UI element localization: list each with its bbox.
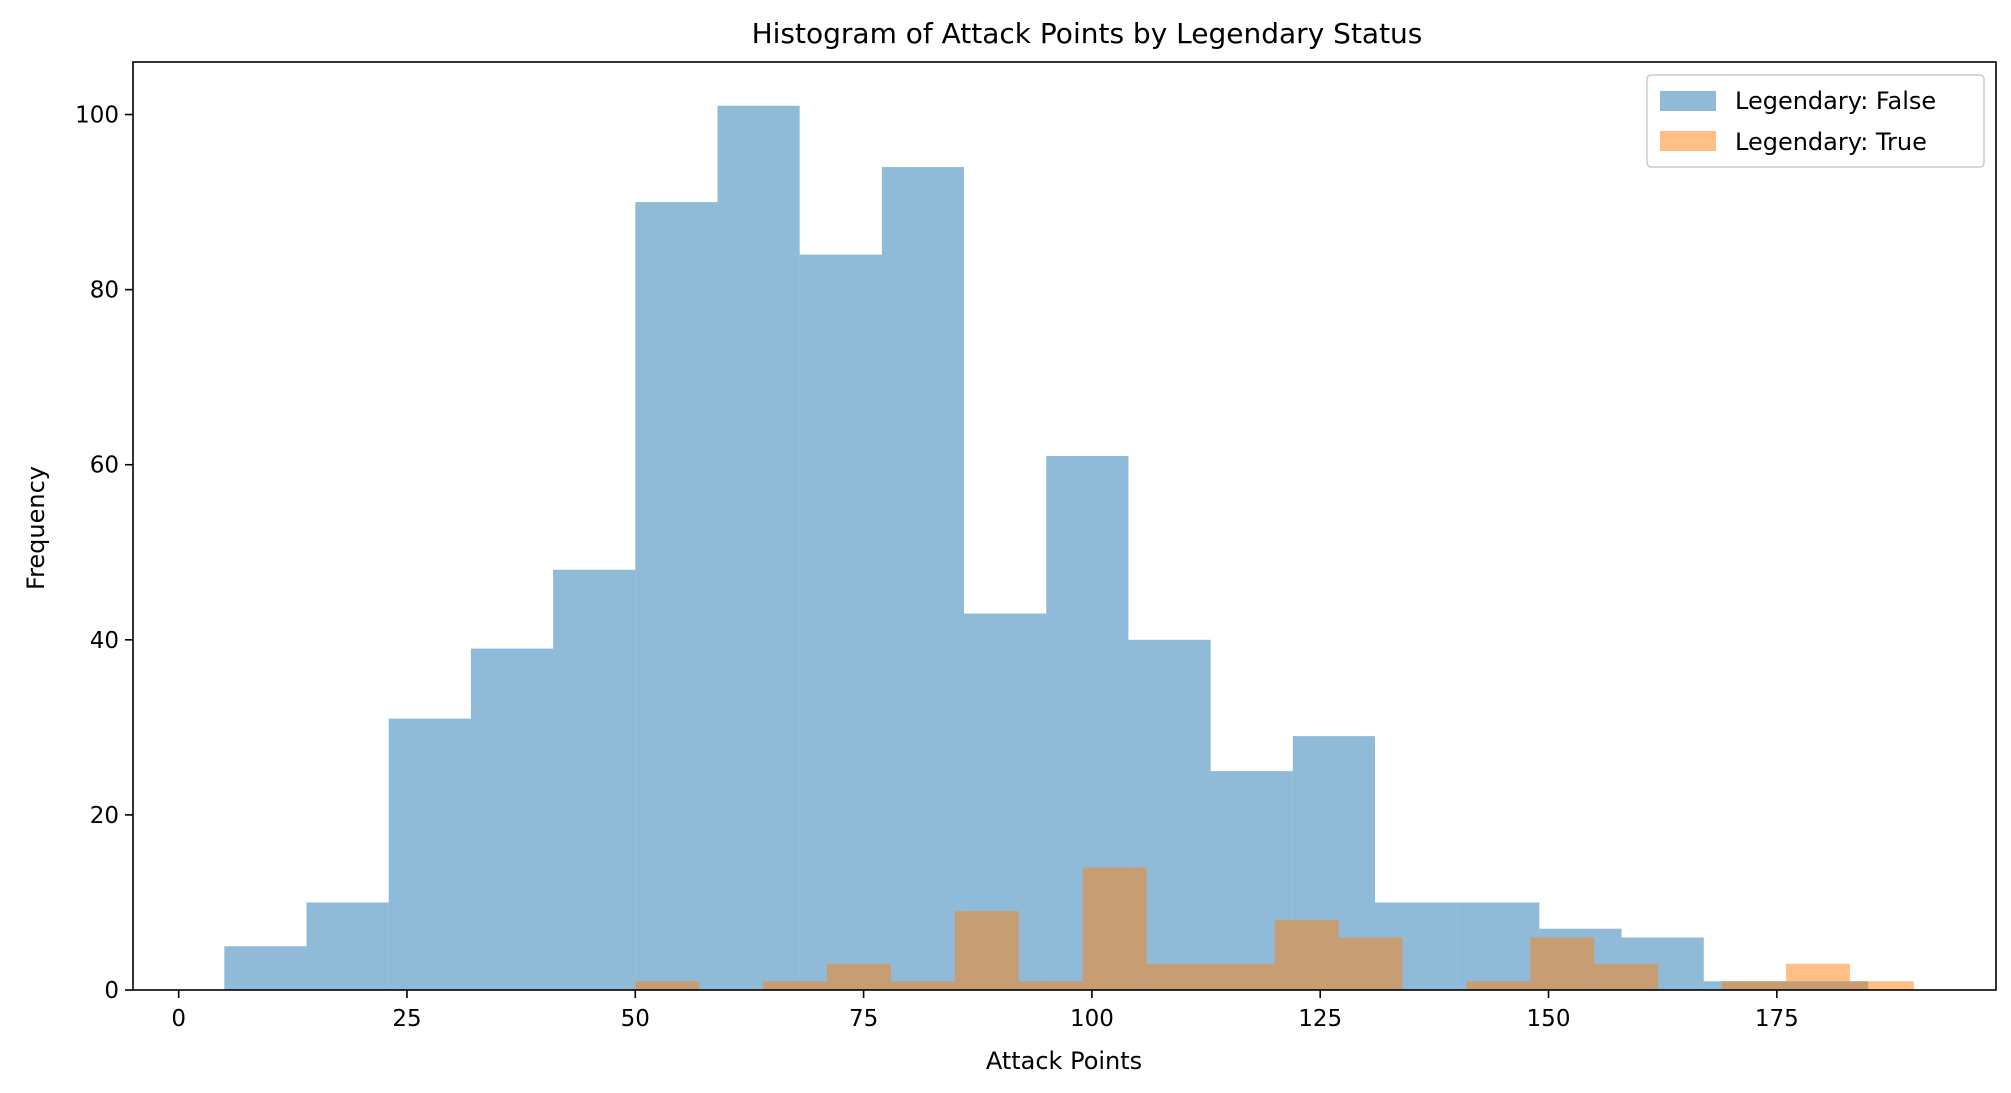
chart-title: Histogram of Attack Points by Legendary …: [752, 17, 1423, 50]
histogram-bar-true: [1849, 981, 1914, 990]
y-tick-label: 0: [104, 978, 119, 1004]
x-axis-label: Attack Points: [986, 1047, 1142, 1075]
histogram-bar-true: [1082, 867, 1147, 990]
histogram-bar-false: [799, 254, 882, 991]
histogram-bar-true: [827, 963, 891, 990]
y-tick-label: 40: [90, 628, 119, 654]
histogram-bar-false: [635, 202, 718, 991]
x-tick-label: 25: [392, 1006, 421, 1032]
histogram-bar-true: [1018, 981, 1083, 990]
legend-swatch-true: [1660, 131, 1716, 151]
histogram-bar-true: [1274, 919, 1339, 990]
legend-label-false: Legendary: False: [1735, 87, 1936, 115]
histogram-bar-true: [1466, 981, 1531, 990]
histogram-bar-true: [763, 981, 828, 990]
legend-box: [1646, 74, 1985, 168]
histogram-bar-false: [553, 569, 636, 990]
bars-layer: [224, 105, 1914, 991]
legend: Legendary: False Legendary: True: [1646, 74, 1985, 168]
histogram-bar-false: [1457, 902, 1540, 990]
histogram-bar-true: [1530, 937, 1595, 990]
x-tick-label: 100: [1070, 1006, 1114, 1032]
histogram-bar-false: [306, 902, 389, 990]
histogram-bar-true: [1594, 963, 1659, 990]
x-tick-label: 0: [171, 1006, 186, 1032]
histogram-bar-false: [388, 718, 471, 990]
histogram-bar-true: [1338, 937, 1403, 990]
x-tick-label: 175: [1755, 1006, 1799, 1032]
x-tick-label: 150: [1527, 1006, 1571, 1032]
histogram-bar-false: [881, 167, 965, 990]
y-tick-label: 20: [90, 803, 119, 829]
plot-frame: [132, 61, 1997, 991]
x-tick-label: 75: [849, 1006, 878, 1032]
histogram-bar-false: [717, 105, 800, 991]
y-tick-label: 100: [75, 103, 119, 129]
histogram-bar-false: [224, 946, 307, 990]
histogram-bar-true: [1146, 963, 1211, 990]
y-axis-ticks: 0 20 40 60 80 100: [75, 103, 133, 1004]
legend-label-true: Legendary: True: [1735, 128, 1927, 156]
histogram-bar-true: [954, 911, 1019, 990]
y-tick-label: 60: [90, 453, 119, 479]
y-axis-label: Frequency: [22, 466, 50, 590]
histogram-bar-true: [1722, 981, 1786, 990]
histogram-bar-false: [470, 648, 554, 990]
x-tick-label: 125: [1298, 1006, 1342, 1032]
x-tick-label: 50: [621, 1006, 650, 1032]
histogram-bar-true: [635, 981, 700, 990]
histogram-bar-true: [890, 981, 955, 990]
y-tick-label: 80: [90, 278, 119, 304]
histogram-bar-true: [1785, 963, 1850, 990]
histogram-bar-true: [1210, 963, 1275, 990]
legend-swatch-false: [1660, 91, 1716, 111]
x-axis-ticks: 0 25 50 75 100 125 150 175: [171, 990, 1799, 1032]
